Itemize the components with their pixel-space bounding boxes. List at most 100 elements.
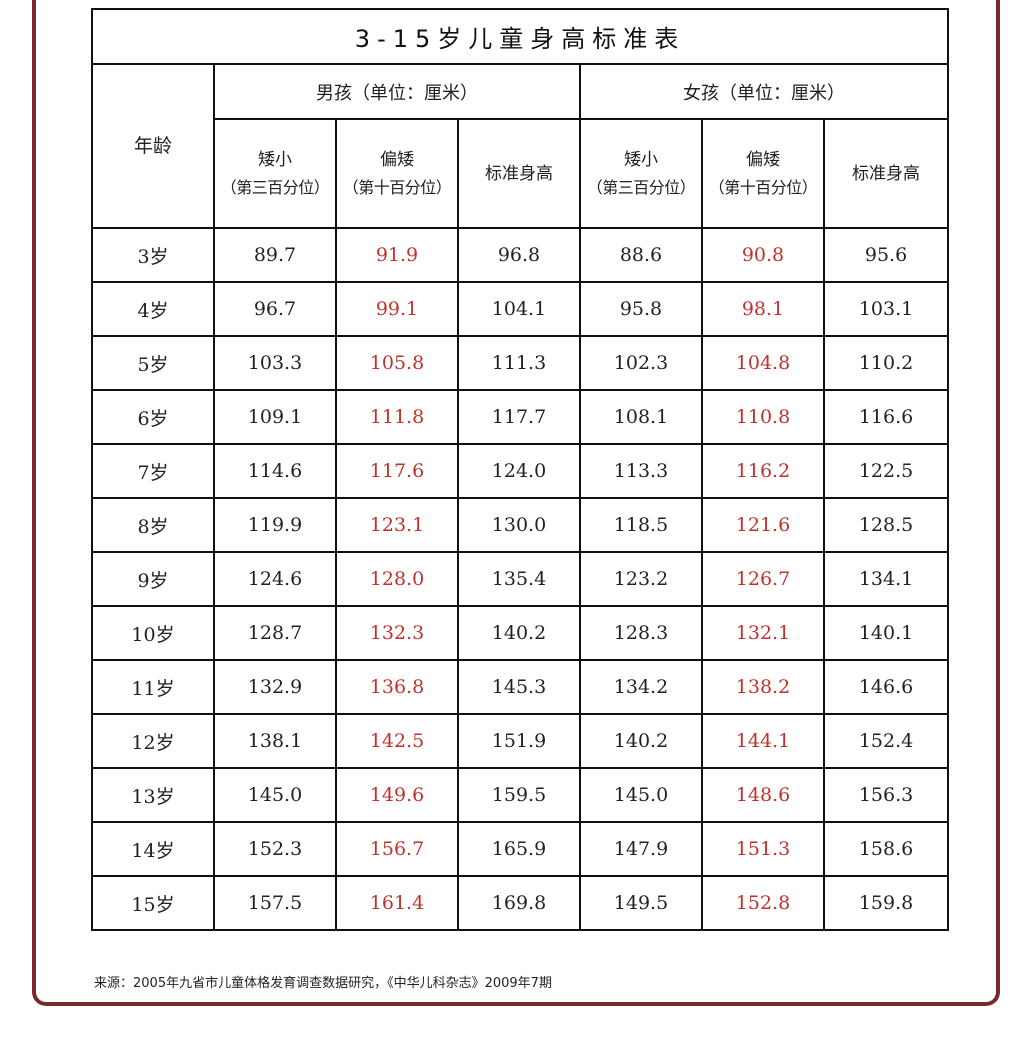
boys-short-value: 119.9 (213, 497, 337, 553)
girls-short-value: 140.2 (579, 713, 703, 769)
girls-group-header: 女孩（单位：厘米） (578, 63, 950, 120)
boys-short-value: 114.6 (213, 443, 337, 499)
boys-standard-value: 151.9 (457, 713, 581, 769)
girls-standard-value: 140.1 (822, 605, 950, 661)
girls-low-value: 151.3 (701, 821, 825, 877)
boys-short-header: 矮小 （第三百分位） (213, 118, 337, 229)
girls-standard-value: 146.6 (822, 659, 950, 715)
girls-standard-value: 103.1 (822, 281, 950, 337)
girls-low-value: 132.1 (701, 605, 825, 661)
boys-low-value: 99.1 (335, 281, 459, 337)
boys-short-value: 124.6 (213, 551, 337, 607)
girls-short-value: 108.1 (579, 389, 703, 445)
page-frame (32, 0, 1000, 1006)
age-cell: 6岁 (91, 389, 215, 445)
boys-low-value: 142.5 (335, 713, 459, 769)
boys-standard-value: 111.3 (457, 335, 581, 391)
age-cell: 11岁 (91, 659, 215, 715)
boys-standard-value: 165.9 (457, 821, 581, 877)
table-row: 9岁 124.6 128.0 135.4 123.2 126.7 134.1 (91, 551, 950, 607)
short-label: 矮小 (624, 149, 658, 170)
girls-standard-value: 152.4 (822, 713, 950, 769)
age-cell: 12岁 (91, 713, 215, 769)
girls-low-value: 98.1 (701, 281, 825, 337)
boys-low-value: 136.8 (335, 659, 459, 715)
boys-standard-value: 96.8 (457, 227, 581, 283)
table-row: 12岁 138.1 142.5 151.9 140.2 144.1 152.4 (91, 713, 950, 769)
table-row: 13岁 145.0 149.6 159.5 145.0 148.6 156.3 (91, 767, 950, 823)
girls-standard-value: 116.6 (822, 389, 950, 445)
boys-short-value: 157.5 (213, 875, 337, 931)
age-cell: 10岁 (91, 605, 215, 661)
table-row: 8岁 119.9 123.1 130.0 118.5 121.6 128.5 (91, 497, 950, 553)
boys-low-value: 105.8 (335, 335, 459, 391)
girls-short-value: 134.2 (579, 659, 703, 715)
age-column-header: 年龄 (91, 63, 215, 229)
girls-short-value: 113.3 (579, 443, 703, 499)
age-cell: 15岁 (91, 875, 215, 931)
age-cell: 5岁 (91, 335, 215, 391)
boys-standard-value: 169.8 (457, 875, 581, 931)
age-cell: 7岁 (91, 443, 215, 499)
girls-low-value: 138.2 (701, 659, 825, 715)
girls-low-value: 121.6 (701, 497, 825, 553)
boys-standard-value: 104.1 (457, 281, 581, 337)
boys-short-value: 96.7 (213, 281, 337, 337)
table-row: 11岁 132.9 136.8 145.3 134.2 138.2 146.6 (91, 659, 950, 715)
height-standard-table: 3-15岁儿童身高标准表 年龄 男孩（单位：厘米） 女孩（单位：厘米） 矮小 （… (90, 8, 950, 931)
boys-standard-header: 标准身高 (457, 118, 581, 229)
short-label: 矮小 (258, 149, 292, 170)
age-cell: 3岁 (91, 227, 215, 283)
boys-standard-value: 124.0 (457, 443, 581, 499)
boys-low-value: 149.6 (335, 767, 459, 823)
boys-low-value: 117.6 (335, 443, 459, 499)
low-label: 偏矮 (380, 149, 414, 170)
source-note: 来源：2005年九省市儿童体格发育调查数据研究，《中华儿科杂志》2009年7期 (94, 976, 552, 991)
boys-standard-value: 159.5 (457, 767, 581, 823)
boys-standard-value: 140.2 (457, 605, 581, 661)
table-row: 5岁 103.3 105.8 111.3 102.3 104.8 110.2 (91, 335, 950, 391)
boys-short-value: 89.7 (213, 227, 337, 283)
table-row: 6岁 109.1 111.8 117.7 108.1 110.8 116.6 (91, 389, 950, 445)
table-title: 3-15岁儿童身高标准表 (90, 8, 950, 65)
boys-group-header: 男孩（单位：厘米） (213, 63, 581, 120)
girls-low-value: 116.2 (701, 443, 825, 499)
boys-low-value: 123.1 (335, 497, 459, 553)
boys-short-value: 138.1 (213, 713, 337, 769)
boys-standard-value: 145.3 (457, 659, 581, 715)
girls-standard-value: 134.1 (822, 551, 950, 607)
girls-short-header: 矮小 （第三百分位） (579, 118, 703, 229)
age-cell: 13岁 (91, 767, 215, 823)
girls-low-value: 152.8 (701, 875, 825, 931)
age-cell: 4岁 (91, 281, 215, 337)
girls-short-value: 88.6 (579, 227, 703, 283)
boys-low-header: 偏矮 （第十百分位） (335, 118, 459, 229)
boys-low-value: 91.9 (335, 227, 459, 283)
boys-standard-value: 130.0 (457, 497, 581, 553)
boys-low-value: 161.4 (335, 875, 459, 931)
boys-short-value: 152.3 (213, 821, 337, 877)
girls-low-value: 110.8 (701, 389, 825, 445)
boys-short-value: 103.3 (213, 335, 337, 391)
low-label: 偏矮 (746, 149, 780, 170)
girls-low-value: 144.1 (701, 713, 825, 769)
girls-standard-value: 158.6 (822, 821, 950, 877)
low-percentile-label: （第十百分位） (342, 177, 452, 197)
table-row: 3岁 89.7 91.9 96.8 88.6 90.8 95.6 (91, 227, 950, 283)
girls-short-value: 145.0 (579, 767, 703, 823)
boys-standard-value: 117.7 (457, 389, 581, 445)
table-row: 10岁 128.7 132.3 140.2 128.3 132.1 140.1 (91, 605, 950, 661)
table-row: 4岁 96.7 99.1 104.1 95.8 98.1 103.1 (91, 281, 950, 337)
age-cell: 14岁 (91, 821, 215, 877)
girls-low-value: 90.8 (701, 227, 825, 283)
girls-standard-value: 156.3 (822, 767, 950, 823)
girls-low-value: 104.8 (701, 335, 825, 391)
girls-standard-value: 128.5 (822, 497, 950, 553)
short-percentile-label: （第三百分位） (586, 177, 696, 197)
girls-low-header: 偏矮 （第十百分位） (701, 118, 825, 229)
girls-standard-value: 95.6 (822, 227, 950, 283)
girls-short-value: 95.8 (579, 281, 703, 337)
girls-short-value: 128.3 (579, 605, 703, 661)
boys-standard-value: 135.4 (457, 551, 581, 607)
boys-short-value: 128.7 (213, 605, 337, 661)
